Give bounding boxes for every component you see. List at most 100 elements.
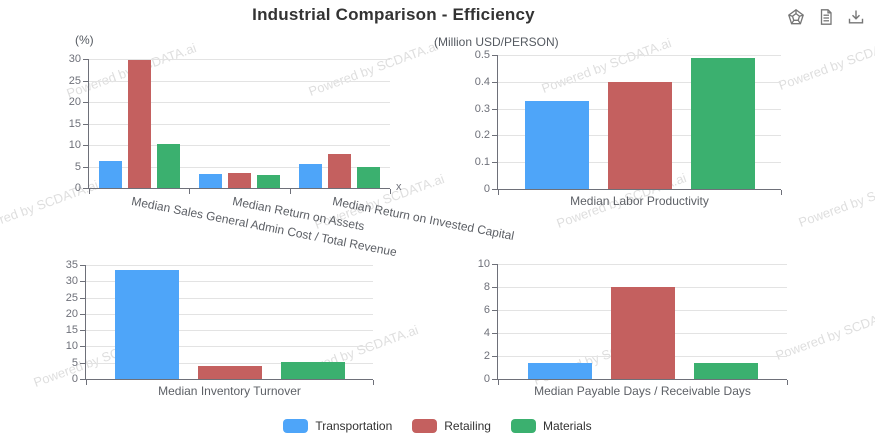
bar-transportation[interactable] xyxy=(527,362,592,379)
bar-transportation[interactable] xyxy=(98,161,122,188)
legend-swatch xyxy=(510,419,536,433)
y-tick-mark xyxy=(83,188,88,189)
y-tick-label: 35 xyxy=(65,259,78,271)
bar-materials[interactable] xyxy=(690,57,755,189)
gridline xyxy=(86,297,373,299)
y-tick-mark xyxy=(83,102,88,103)
y-tick-mark xyxy=(80,313,85,315)
chart-payable-days: 0 2 4 6 8 10 Median Payable Days / Receivable … xyxy=(460,253,860,418)
gridline xyxy=(89,145,390,146)
y-tick-label: 0.5 xyxy=(474,49,490,61)
y-tick-mark xyxy=(80,281,85,283)
bar-transportation[interactable] xyxy=(114,269,179,379)
bar-retailing[interactable] xyxy=(610,287,675,379)
y-tick-label: 0 xyxy=(483,183,490,195)
x-axis-name: x xyxy=(396,181,402,193)
y-tick-label: 0 xyxy=(71,373,78,385)
bar-retailing[interactable] xyxy=(328,154,352,188)
y-tick-mark xyxy=(80,265,85,266)
gridline xyxy=(498,55,781,56)
gridline xyxy=(89,59,390,60)
y-tick-mark xyxy=(492,81,497,83)
y-tick-mark xyxy=(492,356,497,357)
legend: Transportation Retailing Materials xyxy=(0,419,875,433)
y-tick-label: 6 xyxy=(483,304,490,316)
report-icon[interactable] xyxy=(817,8,835,26)
gridline xyxy=(86,362,373,364)
legend-swatch xyxy=(412,419,438,433)
y-tick-mark xyxy=(80,330,85,332)
gridline xyxy=(86,281,373,283)
plot-area: 0 2 4 6 8 10 Median Payable Days / Receivable … xyxy=(478,258,788,398)
y-tick-label: 0.1 xyxy=(474,156,490,169)
y-tick-mark xyxy=(80,379,85,380)
bar-materials[interactable] xyxy=(257,175,280,188)
bar-retailing[interactable] xyxy=(607,81,672,189)
legend-item-retailing[interactable]: Retailing xyxy=(412,419,491,433)
y-tick-label: 25 xyxy=(65,291,78,304)
x-tick-mark xyxy=(289,189,291,194)
y-tick-mark xyxy=(83,59,88,60)
download-icon[interactable] xyxy=(847,8,865,26)
y-tick-label: 30 xyxy=(68,53,81,65)
y-tick-label: 8 xyxy=(483,281,490,293)
legend-label: Retailing xyxy=(444,419,491,433)
y-tick-mark xyxy=(492,135,497,137)
y-tick-label: 30 xyxy=(65,275,78,288)
y-tick-label: 10 xyxy=(477,258,490,270)
bar-retailing[interactable] xyxy=(197,365,262,379)
y-tick-label: 2 xyxy=(483,350,490,362)
gridline xyxy=(89,80,390,82)
gridline xyxy=(86,313,373,315)
radar-chart-icon[interactable] xyxy=(787,8,805,26)
x-tick-mark xyxy=(373,380,374,385)
gridline xyxy=(86,265,373,266)
legend-item-materials[interactable]: Materials xyxy=(510,419,592,433)
y-tick-mark xyxy=(492,379,497,380)
y-tick-label: 15 xyxy=(65,324,78,337)
x-category-label: Median Labor Productivity xyxy=(570,194,709,208)
legend-item-transportation[interactable]: Transportation xyxy=(283,419,392,433)
x-category-label: Median Payable Days / Receivable Days xyxy=(534,384,751,398)
y-tick-mark xyxy=(80,362,85,364)
x-tick-mark xyxy=(787,380,788,385)
bar-transportation[interactable] xyxy=(199,174,222,188)
bar-transportation[interactable] xyxy=(299,163,323,188)
y-tick-mark xyxy=(83,166,88,168)
y-tick-mark xyxy=(80,297,85,299)
y-tick-mark xyxy=(492,108,497,110)
y-tick-label: 10 xyxy=(68,139,81,151)
y-tick-label: 10 xyxy=(65,340,78,353)
bar-retailing[interactable] xyxy=(127,60,151,188)
bar-transportation[interactable] xyxy=(524,100,589,189)
y-tick-mark xyxy=(83,80,88,82)
chart-labor-productivity: (Million USD/PERSON) 0 0.1 0.2 0.3 0.4 0.5 Med… xyxy=(430,28,855,208)
legend-swatch xyxy=(283,419,309,433)
chart-inventory-turnover: 0 5 10 15 20 25 30 35 Median Inventory Turnover xyxy=(30,253,402,418)
y-tick-label: 4 xyxy=(483,327,490,339)
bar-materials[interactable] xyxy=(280,361,345,379)
bar-materials[interactable] xyxy=(693,362,758,379)
y-axis-unit: (Million USD/PERSON) xyxy=(434,35,559,49)
y-tick-label: 15 xyxy=(68,117,81,130)
y-tick-label: 0.2 xyxy=(474,129,490,142)
legend-label: Materials xyxy=(542,419,592,433)
plot-area: 0 5 10 15 20 25 30 Median Sales General Admin C… xyxy=(69,53,515,259)
bar-materials[interactable] xyxy=(357,166,381,188)
y-tick-label: 0 xyxy=(74,182,81,194)
y-tick-mark xyxy=(83,145,88,146)
y-tick-label: 0 xyxy=(483,373,490,385)
y-tick-mark xyxy=(492,333,497,334)
bar-retailing[interactable] xyxy=(228,172,251,188)
x-tick-mark xyxy=(390,189,391,194)
toolbar xyxy=(787,8,865,26)
y-tick-label: 20 xyxy=(68,96,81,108)
x-tick-mark xyxy=(189,189,191,194)
bar-materials[interactable] xyxy=(156,143,180,188)
y-tick-mark xyxy=(492,264,497,265)
y-tick-mark xyxy=(492,162,497,164)
x-tick-mark xyxy=(86,380,87,385)
gridline xyxy=(86,330,373,332)
x-tick-mark xyxy=(498,380,499,385)
plot-area: 0 5 10 15 20 25 30 35 Median Inventory Turnover xyxy=(66,259,374,398)
